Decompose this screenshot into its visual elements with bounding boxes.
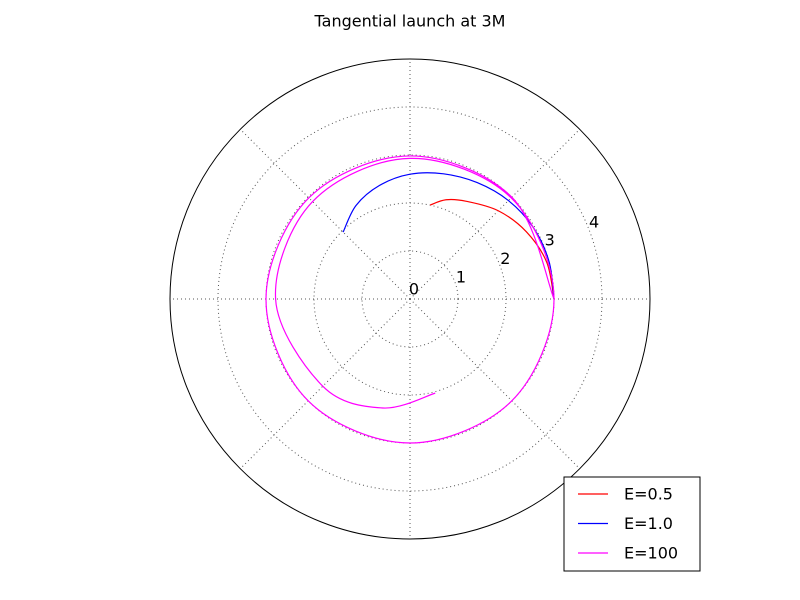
polar-frame — [169, 58, 651, 540]
grid-spoke — [239, 298, 411, 470]
chart-title: Tangential launch at 3M — [314, 12, 506, 31]
series-line — [265, 155, 555, 444]
grid-spoke — [239, 128, 411, 300]
legend-label: E=100 — [624, 544, 678, 563]
r-tick-label: 0 — [409, 280, 419, 299]
r-tick-labels: 0 1 2 3 4 — [409, 212, 599, 298]
legend: E=0.5 E=1.0 E=100 — [563, 476, 701, 572]
series-line — [429, 198, 555, 300]
r-tick-label: 1 — [456, 267, 466, 286]
legend-label: E=0.5 — [624, 485, 673, 504]
legend-label: E=1.0 — [624, 514, 673, 533]
r-tick-label: 3 — [545, 231, 555, 250]
plot-area — [265, 155, 555, 444]
r-tick-label: 4 — [589, 212, 599, 231]
grid-spoke — [409, 128, 581, 300]
grid-spoke — [409, 298, 581, 470]
legend-box — [563, 476, 701, 572]
series-line — [342, 172, 555, 300]
r-tick-label: 2 — [500, 249, 510, 268]
grid — [170, 59, 650, 539]
